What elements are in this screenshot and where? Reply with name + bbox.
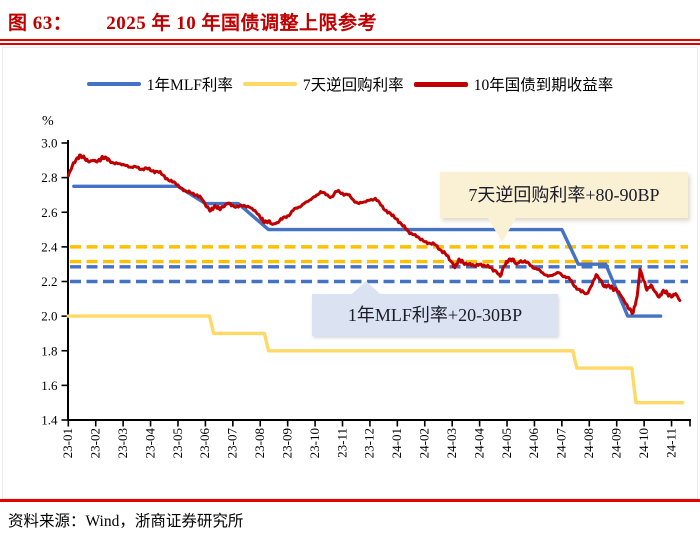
- chart-legend: 1年MLF利率 7天逆回购利率 10年国债到期收益率: [0, 73, 700, 95]
- x-tick-label: 23-01: [60, 428, 75, 458]
- source-note: 资料来源：Wind，浙商证券研究所: [8, 513, 244, 530]
- x-tick-label: 24-06: [526, 428, 541, 459]
- x-tick-label: 23-02: [88, 428, 103, 458]
- cgb10y-line-swatch: [413, 81, 468, 87]
- x-tick-label: 23-03: [115, 428, 130, 458]
- y-tick-label: 2.2: [41, 274, 57, 289]
- callout-repo-plus-80-90bp: 7天逆回购利率+80-90BP: [440, 172, 688, 242]
- top-rule-thin: [0, 39, 700, 41]
- cgb10y-yield-line: [66, 153, 682, 315]
- legend-item-mlf: 1年MLF利率: [86, 73, 233, 95]
- legend-item-cgb10y: 10年国债到期收益率: [413, 73, 614, 95]
- legend-label-mlf: 1年MLF利率: [146, 77, 233, 94]
- x-tick-label: 24-07: [554, 428, 569, 459]
- callout-mlf-plus-20-30bp: 1年MLF利率+20-30BP: [312, 281, 558, 336]
- x-tick-label: 24-11: [663, 428, 678, 458]
- axes: [61, 140, 691, 427]
- chart-frame: [2, 47, 698, 499]
- figure-title-row: 图 63： 2025 年 10 年国债调整上限参考: [8, 8, 377, 35]
- y-tick-label: 2.4: [41, 239, 58, 254]
- x-tick-label: 24-10: [636, 428, 651, 458]
- x-tick-label: 24-08: [581, 428, 596, 458]
- mlf-line-swatch: [86, 82, 141, 86]
- y-tick-label: 2.8: [41, 170, 57, 185]
- axis-tick-labels: 3.0 2.8 2.6 2.4 2.2 2.0 1.8 1.6 1.423-01 23-02 23-…: [41, 136, 678, 459]
- x-tick-label: 23-11: [334, 428, 349, 458]
- top-rule-thick: [0, 42, 700, 45]
- x-tick-label: 23-10: [307, 428, 322, 458]
- page-title: 2025 年 10 年国债调整上限参考: [106, 13, 378, 34]
- x-tick-label: 23-05: [170, 428, 185, 458]
- bottom-rule: [0, 499, 700, 502]
- y-axis-unit-label: %: [42, 114, 54, 129]
- repo-line-swatch: [242, 82, 297, 86]
- legend-label-repo: 7天逆回购利率: [302, 77, 404, 94]
- legend-item-repo: 7天逆回购利率: [242, 73, 404, 95]
- repo-rate-line: [66, 314, 685, 405]
- x-tick-label: 23-06: [197, 428, 212, 459]
- x-tick-label: 23-08: [252, 428, 267, 458]
- x-tick-label: 24-04: [471, 428, 486, 459]
- x-tick-label: 23-12: [362, 428, 377, 458]
- x-tick-label: 24-01: [389, 428, 404, 458]
- series-lines: [66, 153, 685, 405]
- dashed-reference-lines: [70, 245, 688, 284]
- x-tick-label: 24-03: [444, 428, 459, 458]
- x-tick-label: 24-05: [499, 428, 514, 458]
- y-tick-label: 3.0: [41, 136, 57, 151]
- y-tick-label: 2.0: [41, 309, 57, 324]
- x-tick-label: 24-09: [609, 428, 624, 458]
- y-tick-label: 1.6: [41, 378, 58, 393]
- y-tick-label: 1.8: [41, 343, 57, 358]
- legend-label-cgb10y: 10年国债到期收益率: [473, 77, 614, 94]
- y-tick-label: 1.4: [41, 413, 58, 428]
- x-tick-label: 24-02: [417, 428, 432, 458]
- y-tick-label: 2.6: [41, 205, 58, 220]
- figure-number-label: 图 63：: [8, 13, 73, 34]
- x-tick-label: 23-07: [225, 428, 240, 459]
- x-tick-label: 23-04: [142, 428, 157, 459]
- x-tick-label: 23-09: [279, 428, 294, 458]
